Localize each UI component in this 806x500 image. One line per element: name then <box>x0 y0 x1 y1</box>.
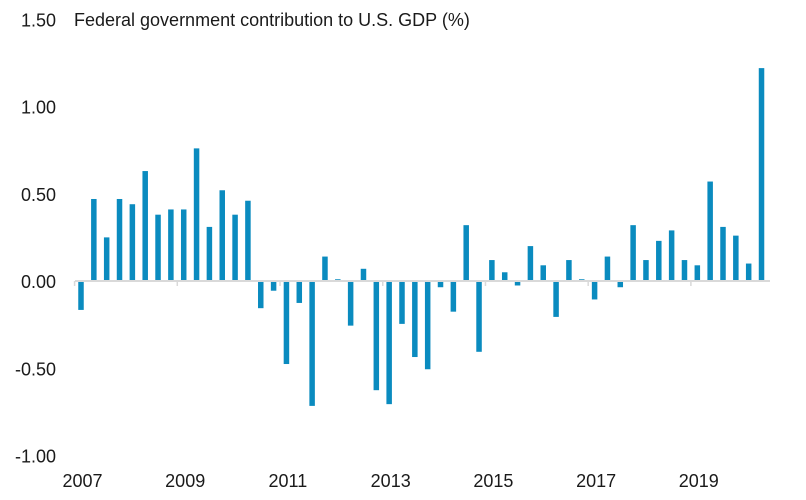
bar-2012-q2 <box>347 282 354 326</box>
bar-2011-q2 <box>296 282 303 303</box>
bar-2017-q1 <box>591 282 598 300</box>
bar-2012-q4 <box>373 282 380 391</box>
x-axis-ticks: 2007 2009 2011 2013 2015 2017 2019 <box>62 281 719 491</box>
bar-2019-q2 <box>707 181 713 281</box>
bar-2017-q3 <box>617 282 624 288</box>
bar-2018-q1 <box>643 260 649 281</box>
bar-2016-q1 <box>540 265 546 282</box>
bar-2019-q3 <box>720 226 726 281</box>
x-tick-label: 2019 <box>679 471 719 491</box>
bar-2009-q3 <box>206 226 213 281</box>
y-tick-label: -0.50 <box>15 359 56 379</box>
bar-2007-q4 <box>116 198 123 282</box>
bar-2013-q4 <box>424 282 431 370</box>
bar-2013-q2 <box>399 282 405 324</box>
bar-2007-q2 <box>91 198 97 282</box>
y-tick-label: 0.50 <box>21 185 56 205</box>
bar-2020-q1 <box>745 263 752 281</box>
bar-2019-q1 <box>694 265 701 282</box>
bar-2018-q4 <box>681 260 688 281</box>
bar-2017-q2 <box>604 256 611 281</box>
bar-2009-q1 <box>180 209 187 281</box>
x-tick-label: 2013 <box>371 471 411 491</box>
bar-2010-q3 <box>258 282 264 309</box>
x-tick-label: 2011 <box>269 471 308 491</box>
bar-2014-q4 <box>476 282 482 352</box>
x-tick-label: 2009 <box>165 471 205 491</box>
bar-2015-q4 <box>527 246 534 281</box>
bar-2010-q4 <box>270 282 277 291</box>
bar-2015-q3 <box>514 282 521 286</box>
bar-2014-q2 <box>450 282 457 312</box>
bar-2008-q1 <box>129 204 136 281</box>
x-tick-label: 2007 <box>62 471 102 491</box>
bar-2007-q3 <box>103 237 110 282</box>
bar-2015-q1 <box>489 260 495 281</box>
bar-2010-q2 <box>245 200 251 281</box>
bar-2014-q3 <box>463 225 469 281</box>
y-tick-label: 1.00 <box>21 98 56 118</box>
bar-2017-q4 <box>630 225 636 281</box>
y-tick-label: 1.50 <box>21 10 56 30</box>
bar-2018-q2 <box>656 240 662 282</box>
bar-2019-q4 <box>733 235 739 281</box>
bar-2013-q1 <box>386 282 392 405</box>
bar-2008-q4 <box>168 209 174 281</box>
bar-2010-q1 <box>232 214 238 281</box>
bar-2016-q3 <box>566 260 572 281</box>
bars <box>78 68 765 406</box>
bar-2008-q3 <box>155 214 161 281</box>
x-tick-label: 2015 <box>473 471 513 491</box>
bar-2013-q3 <box>412 282 418 358</box>
bar-2008-q2 <box>142 171 148 281</box>
bar-2011-q1 <box>283 282 290 365</box>
bar-2011-q4 <box>322 256 328 281</box>
bar-2011-q3 <box>309 282 315 406</box>
bar-2009-q4 <box>219 190 225 281</box>
y-tick-label: -1.00 <box>15 447 56 467</box>
bar-2007-q1 <box>78 282 84 310</box>
bar-2016-q2 <box>553 282 559 317</box>
chart-title: Federal government contribution to U.S. … <box>74 10 470 30</box>
x-tick-label: 2017 <box>576 471 616 491</box>
y-axis-ticks: 1.50 1.00 0.50 0.00 -0.50 -1.00 <box>15 10 56 466</box>
bar-2020-q2 <box>758 68 765 281</box>
bar-2012-q3 <box>360 268 367 282</box>
bar-2014-q1 <box>437 282 444 288</box>
y-tick-label: 0.00 <box>21 272 56 292</box>
bar-2018-q3 <box>668 230 675 281</box>
bar-2009-q2 <box>193 148 200 281</box>
bar-2015-q2 <box>501 272 508 281</box>
